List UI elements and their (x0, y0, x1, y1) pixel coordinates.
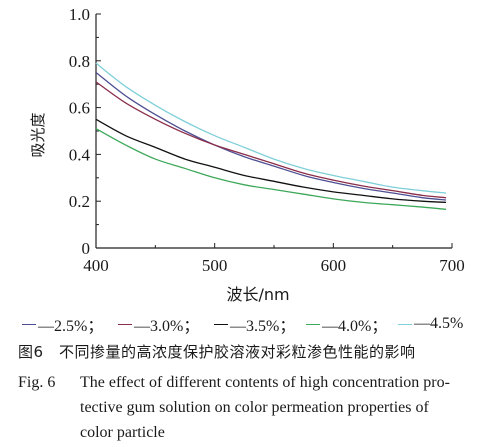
x-tick-label: 400 (83, 256, 109, 275)
y-tick-label: 0.8 (69, 52, 90, 71)
series-line-4-0- (95, 128, 447, 211)
x-axis-label: 波长/nm (226, 285, 289, 304)
legend-item: —3.0%； (118, 312, 199, 336)
legend-swatch (118, 323, 132, 325)
x-tick-label: 600 (321, 256, 347, 275)
y-tick-label: 0.2 (69, 192, 90, 211)
legend-label: —4.5% (414, 315, 464, 332)
figure-caption-chinese: 图6 不同掺量的高浓度保护胶溶液对彩粒渗色性能的影响 (18, 343, 416, 361)
x-tick-label: 700 (439, 256, 465, 275)
caption-en-line-2: tective gum solution on color permeation… (80, 399, 429, 416)
series-line-3-5- (95, 118, 447, 204)
tick-labels: 0 0.2 0.4 0.6 0.8 1.0 400 500 600 700 (69, 5, 465, 275)
legend-label: —4.0%； (322, 318, 388, 335)
legend-label: —3.5%； (230, 318, 296, 335)
caption-en-line-3: color particle (80, 424, 165, 441)
caption-en-line-1: Fig. 6 The effect of different contents o… (18, 370, 496, 395)
axes (95, 13, 453, 249)
series-line-2-5- (95, 71, 447, 201)
legend: —2.5%； —3.0%； —3.5%； —4.0%； —4.5% (0, 312, 502, 336)
legend-item: —2.5%； (22, 312, 103, 336)
y-tick-label: 0.4 (69, 145, 91, 164)
legend-label: —3.0%； (134, 318, 200, 335)
legend-item: —4.0%； (306, 312, 387, 336)
y-tick-label: 0.6 (69, 99, 90, 118)
legend-swatch (398, 323, 412, 325)
series-line-3-0- (95, 81, 447, 199)
y-tick-label: 1.0 (69, 5, 90, 24)
figure-number: Fig. 6 (18, 374, 56, 391)
legend-swatch (22, 323, 36, 325)
series-group (95, 62, 447, 211)
series-line-4-5- (95, 62, 447, 194)
chart: 0 0.2 0.4 0.6 0.8 1.0 400 500 600 700 波长/nm 吸光度 (29, 5, 465, 304)
legend-swatch (214, 323, 228, 325)
caption-en-text-1: The effect of different contents of high… (80, 374, 450, 391)
legend-item: —3.5%； (214, 312, 295, 336)
figure-caption-english: Fig. 6 The effect of different contents o… (18, 370, 496, 445)
legend-item: —4.5% (398, 312, 463, 336)
y-tick-label: 0 (82, 239, 91, 258)
legend-swatch (306, 323, 320, 325)
y-axis-label: 吸光度 (29, 112, 47, 157)
legend-label: —2.5%； (38, 318, 104, 335)
x-tick-label: 500 (202, 256, 228, 275)
